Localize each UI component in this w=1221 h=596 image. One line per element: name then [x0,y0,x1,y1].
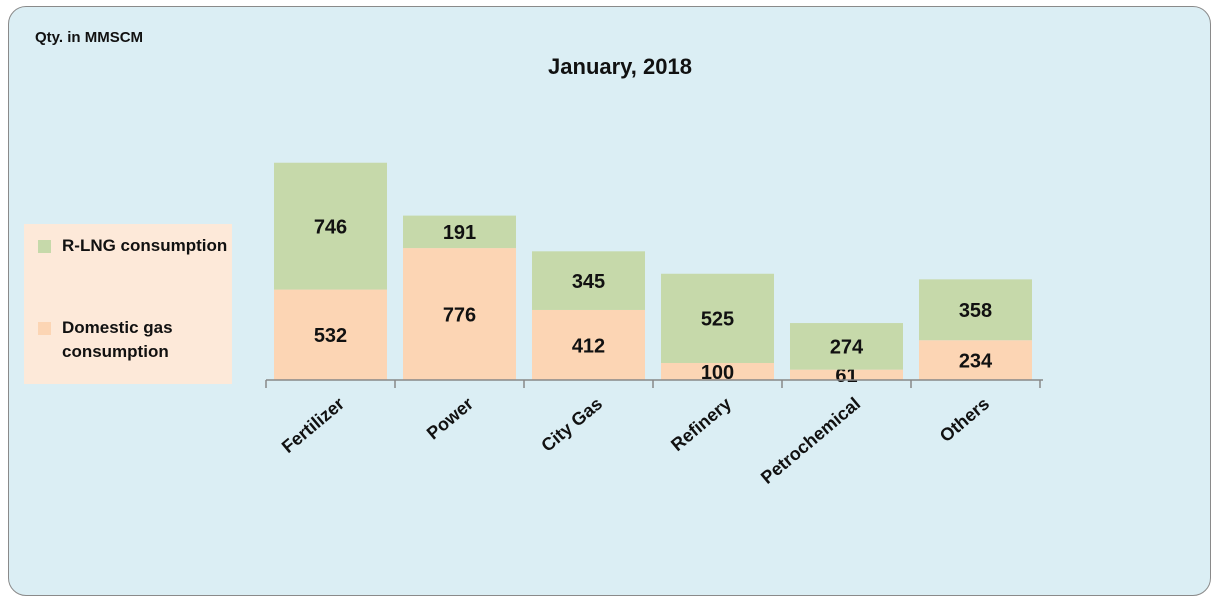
bar-segment [661,363,774,380]
x-tick-label: City Gas [537,393,606,455]
bar-segment [790,369,903,380]
value-label: 532 [314,325,347,347]
value-label: 746 [314,216,347,238]
value-label: 234 [959,350,993,372]
bar-segment [532,309,645,380]
legend-swatch [38,240,51,253]
value-label: 776 [443,304,476,326]
bar-segment [790,323,903,370]
bar-segment [919,340,1032,380]
value-label: 412 [572,335,605,357]
bar-segment [532,251,645,310]
legend-item: Domestic gas consumption [38,316,228,364]
legend: R-LNG consumption Domestic gas consumpti… [24,224,232,384]
legend-label: R-LNG consumption [62,236,228,255]
x-tick-label: Power [423,393,477,443]
value-label: 100 [701,362,734,384]
bar-segment [274,162,387,290]
bar-segment [919,279,1032,341]
x-tick-label: Fertilizer [278,393,348,457]
legend-item: R-LNG consumption [38,234,228,258]
bar-segment [403,248,516,380]
x-tick-label: Refinery [667,393,735,455]
x-tick-label: Petrochemical [757,393,864,487]
legend-swatch [38,322,51,335]
y-axis-label: Qty. in MMSCM [35,29,144,46]
value-label: 61 [835,365,857,387]
bar-segment [403,215,516,249]
value-label: 525 [701,309,734,331]
value-label: 358 [959,300,992,322]
x-tick-label: Others [936,393,993,446]
bar-segment [661,273,774,363]
value-label: 274 [830,337,864,359]
value-label: 345 [572,271,605,293]
value-label: 191 [443,222,476,244]
legend-label: Domestic gas consumption [62,318,173,361]
bar-segment [274,289,387,380]
chart-title: January, 2018 [548,54,692,79]
